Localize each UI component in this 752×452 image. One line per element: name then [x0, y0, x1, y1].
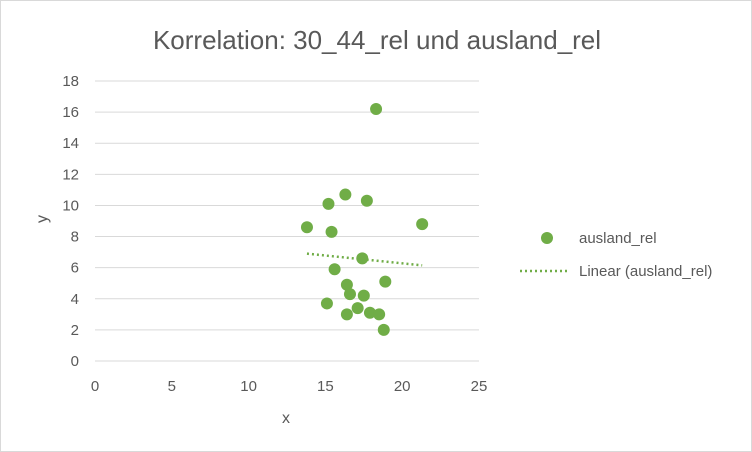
data-point: [360, 194, 373, 207]
legend: ausland_rel Linear (ausland_rel): [520, 230, 712, 280]
data-point: [363, 306, 376, 319]
y-axis-ticks: 0 2 4 6 8 10 12 14 16 18: [62, 73, 79, 370]
legend-label-ausland-rel: ausland_rel: [579, 230, 657, 247]
x-tick-label: 20: [394, 378, 411, 395]
x-axis-title: x: [282, 410, 290, 427]
data-point: [343, 288, 356, 301]
data-point: [356, 252, 369, 265]
chart-title: Korrelation: 30_44_rel und ausland_rel: [153, 25, 601, 55]
data-points: [300, 103, 429, 336]
x-tick-label: 0: [91, 378, 99, 395]
data-point: [379, 275, 392, 288]
data-point: [328, 263, 341, 276]
data-point: [373, 308, 386, 321]
data-point: [300, 221, 313, 234]
data-point: [377, 323, 390, 336]
y-tick-label: 16: [62, 104, 79, 121]
y-tick-label: 14: [62, 135, 79, 152]
data-point: [339, 188, 352, 201]
data-point: [325, 225, 338, 238]
trendline-layer: [306, 252, 423, 267]
y-tick-label: 12: [62, 166, 79, 183]
x-axis-ticks: 0 5 10 15 20 25: [91, 378, 488, 395]
x-tick-label: 15: [317, 378, 334, 395]
x-tick-label: 10: [240, 378, 257, 395]
y-tick-label: 0: [71, 353, 79, 370]
y-tick-label: 2: [71, 322, 79, 339]
y-tick-label: 4: [71, 291, 79, 308]
legend-marker-ausland-rel: [541, 232, 553, 244]
data-point: [357, 289, 370, 302]
x-tick-label: 25: [471, 378, 488, 395]
data-point: [351, 302, 364, 315]
legend-label-trendline: Linear (ausland_rel): [579, 263, 712, 280]
data-point: [370, 103, 383, 115]
data-point: [322, 197, 335, 210]
data-point: [340, 278, 353, 291]
x-tick-label: 5: [168, 378, 176, 395]
y-tick-label: 18: [62, 73, 79, 90]
y-axis-title: y: [34, 215, 51, 223]
data-point: [416, 218, 429, 231]
trendline: [306, 252, 423, 267]
data-point: [340, 308, 353, 321]
gridlines: [95, 80, 479, 331]
y-tick-label: 8: [71, 229, 79, 246]
y-tick-label: 6: [71, 260, 79, 277]
data-point: [320, 297, 333, 310]
y-tick-label: 10: [62, 197, 79, 214]
